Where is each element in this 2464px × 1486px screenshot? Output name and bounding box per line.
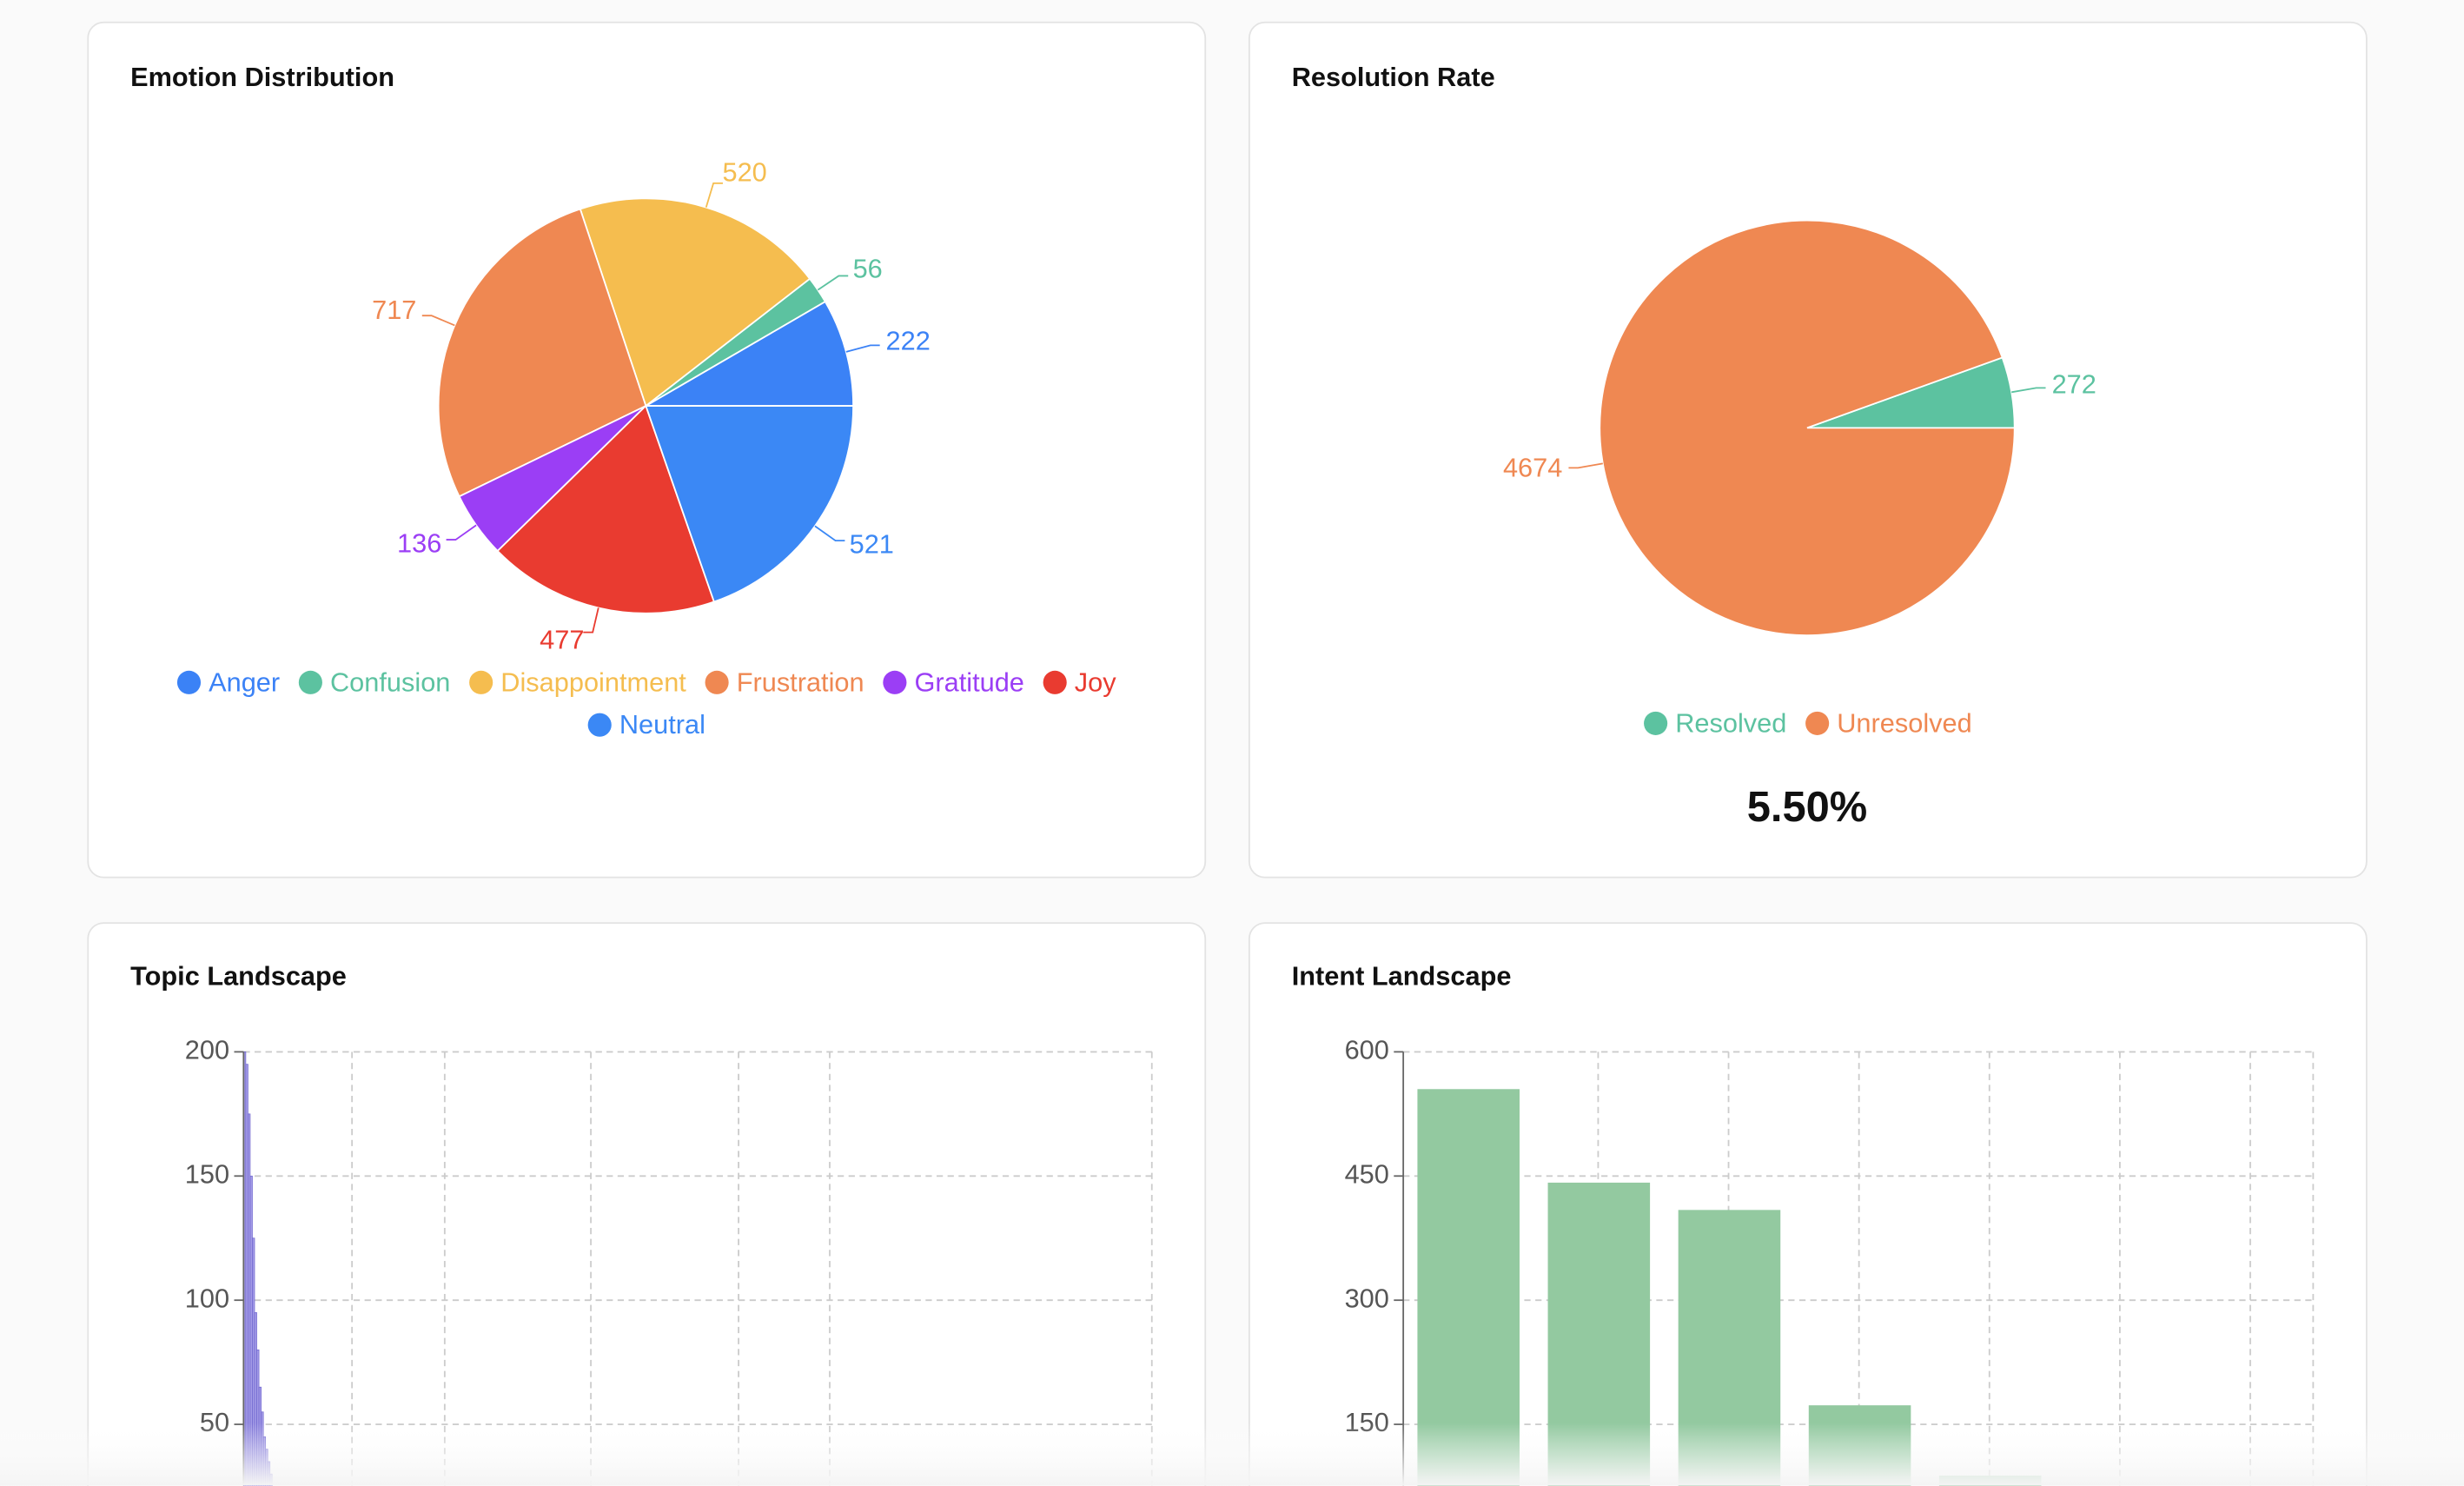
y-tick-label: 150 <box>185 1158 229 1189</box>
data-label: 222 <box>886 326 931 356</box>
legend-label: Gratitude <box>914 667 1023 697</box>
legend-dot <box>587 713 612 737</box>
y-tick-label: 450 <box>1345 1158 1389 1189</box>
pie-slice <box>496 404 716 614</box>
card <box>87 922 1207 1486</box>
y-tick-label: 200 <box>185 1035 229 1065</box>
legend-label: Disappointment <box>500 667 686 697</box>
pie-slice <box>1599 219 2016 636</box>
legend-label: Frustration <box>737 667 864 697</box>
legend-dot <box>1805 711 1830 735</box>
y-tick-label: 300 <box>1345 1283 1389 1313</box>
card-title: Emotion Distribution <box>130 62 394 92</box>
legend-item: Frustration <box>705 667 864 697</box>
legend-dot <box>1043 670 1067 694</box>
leader-line <box>814 525 845 542</box>
card-title: Intent Landscape <box>1292 961 1512 992</box>
leader-line <box>705 182 723 208</box>
legend-label: Resolved <box>1675 707 1786 738</box>
legend-item: Anger <box>176 667 280 697</box>
leader-line <box>817 275 849 291</box>
leader-line <box>2011 387 2046 394</box>
leader-line <box>1568 462 1603 469</box>
legend-label: Neutral <box>619 709 705 740</box>
pie-slice <box>579 197 811 408</box>
bar <box>245 1064 248 1486</box>
legend-item: Gratitude <box>883 667 1024 697</box>
legend-item: Neutral <box>587 709 705 740</box>
data-label: 272 <box>2052 369 2096 400</box>
data-label: 56 <box>853 254 883 284</box>
legend-label: Anger <box>209 667 280 697</box>
leader-line <box>421 315 455 327</box>
legend-label: Confusion <box>330 667 450 697</box>
legend-dot <box>883 670 907 694</box>
data-label: 521 <box>850 529 894 560</box>
legend-item: Unresolved <box>1805 707 1972 738</box>
legend-dot <box>1644 711 1668 735</box>
y-tick-label: 600 <box>1345 1035 1389 1065</box>
card-title: Topic Landscape <box>130 961 347 992</box>
scroll-fade <box>0 1423 2464 1486</box>
y-tick-label: 100 <box>185 1283 229 1313</box>
card <box>1248 922 2368 1486</box>
pie-slice <box>645 405 855 603</box>
legend-dot <box>705 670 729 694</box>
data-label: 477 <box>540 624 584 654</box>
legend-label: Unresolved <box>1837 707 1971 738</box>
legend-dot <box>176 670 202 694</box>
data-label: 136 <box>397 527 441 558</box>
bar <box>1417 1089 1520 1486</box>
legend-dot <box>469 670 493 694</box>
legend-item: Joy <box>1043 667 1116 697</box>
data-label: 717 <box>372 295 416 325</box>
legend-dot <box>298 670 322 694</box>
legend-item: Resolved <box>1644 707 1786 738</box>
legend-label: Joy <box>1075 667 1116 697</box>
data-label: 4674 <box>1503 452 1562 482</box>
leader-line <box>446 524 477 541</box>
card-title: Resolution Rate <box>1292 62 1495 92</box>
leader-line <box>583 607 599 634</box>
legend-item: Disappointment <box>469 667 686 697</box>
data-label: 520 <box>723 157 767 188</box>
leader-line <box>845 344 880 353</box>
resolution-rate: 5.50% <box>1747 784 1867 831</box>
legend-item: Confusion <box>298 667 450 697</box>
